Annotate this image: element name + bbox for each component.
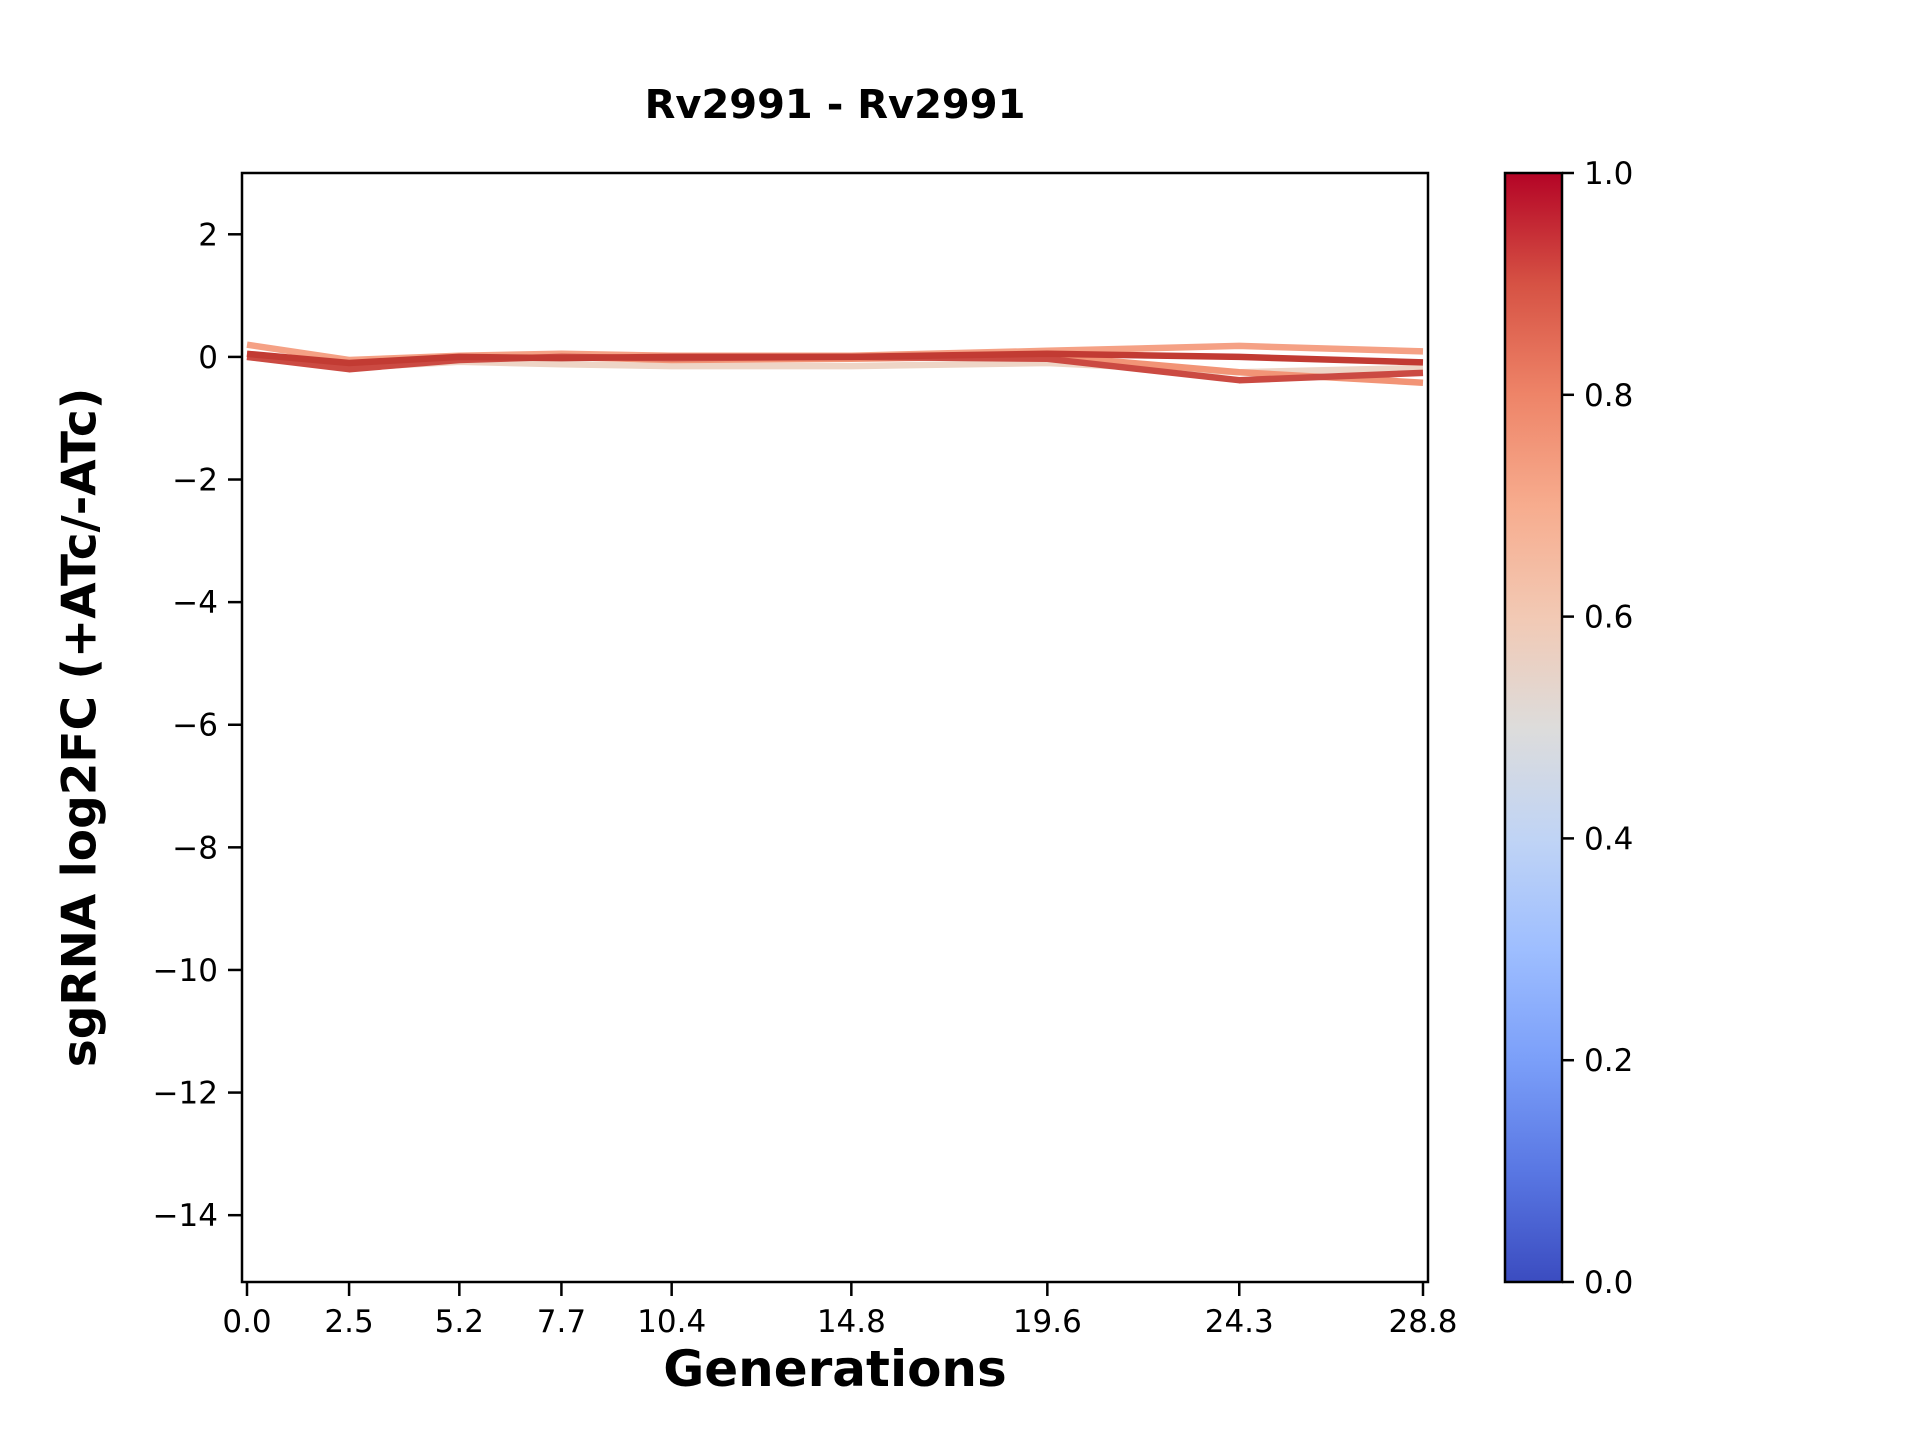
colorbar-tick-label: 1.0 [1584,156,1633,192]
x-axis-label: Generations [663,1340,1007,1398]
colorbar-tick-label: 0.6 [1584,600,1633,636]
colorbar-tick-label: 0.0 [1584,1265,1633,1301]
x-tick-label: 5.2 [435,1304,484,1340]
x-tick-label: 14.8 [817,1304,886,1340]
y-tick-label: −8 [172,830,218,866]
y-tick-label: −14 [153,1198,218,1234]
y-tick-label: −12 [153,1076,218,1112]
y-tick-label: −6 [172,708,218,744]
y-axis-label: sgRNA log2FC (+ATc/-ATc) [52,387,108,1068]
x-tick-label: 7.7 [537,1304,586,1340]
colorbar-gradient [1505,173,1562,1282]
y-tick-label: 2 [198,217,218,253]
x-tick-label: 28.8 [1388,1304,1457,1340]
x-tick-label: 10.4 [637,1304,706,1340]
x-tick-label: 0.0 [222,1304,271,1340]
y-tick-label: −4 [172,585,218,621]
plot-frame [240,171,1430,1284]
colorbar-tick-label: 0.2 [1584,1043,1633,1079]
y-tick-label: −10 [153,953,218,989]
y-tick-label: 0 [198,340,218,376]
x-tick-label: 2.5 [324,1304,373,1340]
y-tick-label: −2 [172,463,218,499]
series-line-5 [246,350,1424,367]
chart-title: Rv2991 - Rv2991 [644,82,1026,128]
x-tick-label: 24.3 [1205,1304,1274,1340]
colorbar-frame [1503,171,1564,1284]
x-tick-label: 19.6 [1013,1304,1082,1340]
colorbar-tick-label: 0.4 [1584,821,1633,857]
colorbar-tick-label: 0.8 [1584,378,1633,414]
